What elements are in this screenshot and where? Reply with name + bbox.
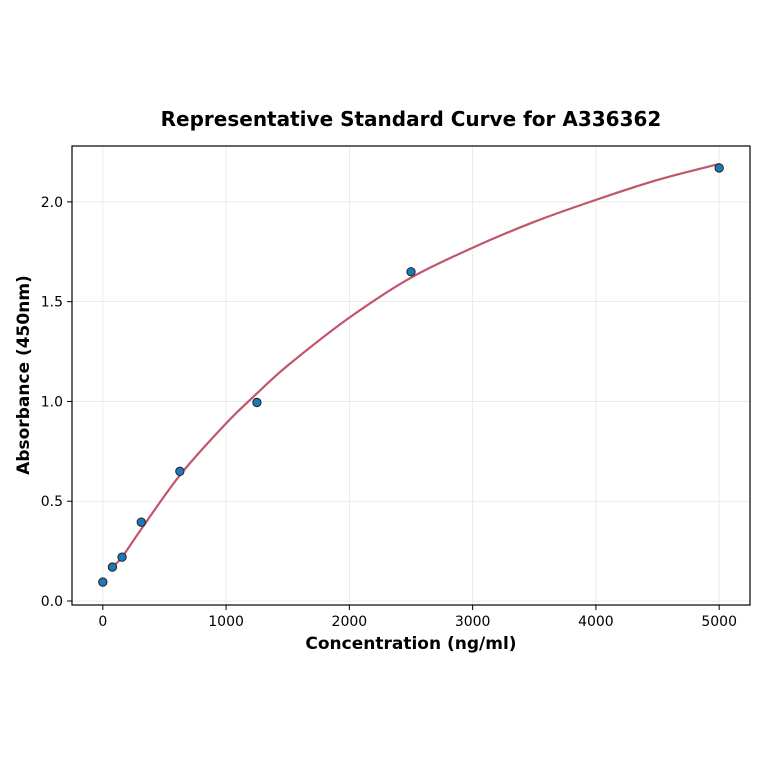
x-tick-label: 5000 (701, 614, 737, 630)
data-point (117, 552, 127, 562)
x-tick-label: 3000 (455, 614, 491, 630)
data-point (252, 397, 262, 408)
data-point (98, 577, 108, 587)
data-point (175, 466, 185, 476)
y-tick-label: 1.5 (41, 295, 63, 311)
x-axis-label: Concentration (ng/ml) (305, 634, 516, 654)
x-tick-label: 2000 (332, 614, 368, 630)
plot-frame (71, 145, 751, 606)
chart-title: Representative Standard Curve for A33636… (161, 107, 662, 131)
y-tick-label: 0.5 (41, 494, 63, 510)
data-point (714, 163, 724, 173)
y-tick-label: 1.0 (41, 394, 63, 410)
x-tick-label: 1000 (208, 614, 244, 630)
x-tick-label: 0 (98, 614, 107, 630)
data-point (136, 517, 146, 527)
fit-curve (111, 162, 720, 568)
y-tick-label: 2.0 (41, 195, 63, 211)
y-axis-label: Absorbance (450nm) (14, 275, 34, 475)
data-point (406, 267, 416, 277)
y-tick-label: 0.0 (41, 594, 63, 610)
data-point (107, 562, 118, 572)
x-tick-label: 4000 (578, 614, 614, 630)
